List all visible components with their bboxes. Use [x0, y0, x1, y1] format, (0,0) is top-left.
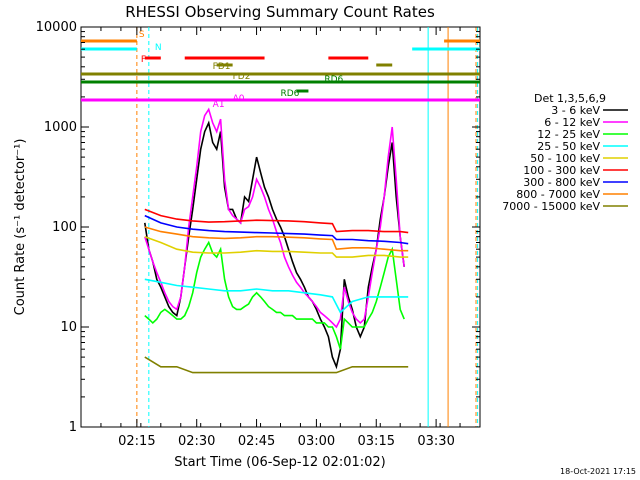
- legend-label: 3 - 6 keV: [551, 104, 600, 117]
- flag-label: FD1: [213, 62, 231, 72]
- flag-label: RD6: [281, 89, 300, 99]
- series-line: [144, 356, 409, 374]
- x-axis: 02:15 02:30 02:45 03:00 03:15 03:30: [80, 27, 481, 449]
- y-tick-label: 10000: [36, 20, 77, 35]
- x-tick-label: 03:30: [417, 434, 454, 449]
- y-tick-label: 1000: [44, 120, 77, 135]
- x-tick-label: 02:15: [118, 434, 155, 449]
- legend-label: 800 - 7000 keV: [516, 188, 600, 201]
- legend-label: 6 - 12 keV: [544, 116, 600, 129]
- flag-label: A0: [233, 94, 245, 104]
- x-tick-label: 02:30: [178, 434, 215, 449]
- y-tick-label: 10: [60, 320, 77, 335]
- series-line: [144, 107, 405, 329]
- y-tick-label: 100: [52, 220, 77, 235]
- y-tick-label: 1: [69, 420, 77, 435]
- x-tick-label: 03:00: [298, 434, 335, 449]
- series-line: [144, 226, 409, 252]
- series-line: [144, 240, 405, 350]
- series-line: [144, 214, 409, 245]
- series-line: [144, 278, 409, 314]
- x-tick-label: 02:45: [238, 434, 275, 449]
- legend-title: Det 1,3,5,6,9: [534, 92, 606, 105]
- flag-label: A1: [213, 100, 225, 110]
- series-line: [144, 235, 409, 258]
- y-axis: 1 10 100 1000 10000: [36, 20, 480, 435]
- y-axis-label: Count Rate (s⁻¹ detector⁻¹): [13, 139, 28, 316]
- series-line: [144, 208, 409, 234]
- flag-label: RD6: [324, 75, 343, 85]
- x-tick-label: 03:15: [358, 434, 395, 449]
- legend-label: 12 - 25 keV: [537, 128, 600, 141]
- flag-label: F: [141, 55, 146, 65]
- x-axis-label: Start Time (06-Sep-12 02:01:02): [174, 455, 385, 470]
- legend-label: 300 - 800 keV: [523, 176, 600, 189]
- chart-title: RHESSI Observing Summary Count Rates: [125, 3, 435, 21]
- legend-label: 7000 - 15000 keV: [502, 200, 600, 213]
- flag-label: FD2: [233, 72, 251, 82]
- legend-label: 25 - 50 keV: [537, 140, 600, 153]
- flag-label: N: [155, 43, 162, 53]
- legend-label: 50 - 100 keV: [530, 152, 600, 165]
- series-line: [144, 120, 405, 370]
- flag-label: S: [139, 30, 145, 40]
- footer-timestamp: 18-Oct-2021 17:15: [560, 467, 636, 476]
- legend-label: 100 - 300 keV: [523, 164, 600, 177]
